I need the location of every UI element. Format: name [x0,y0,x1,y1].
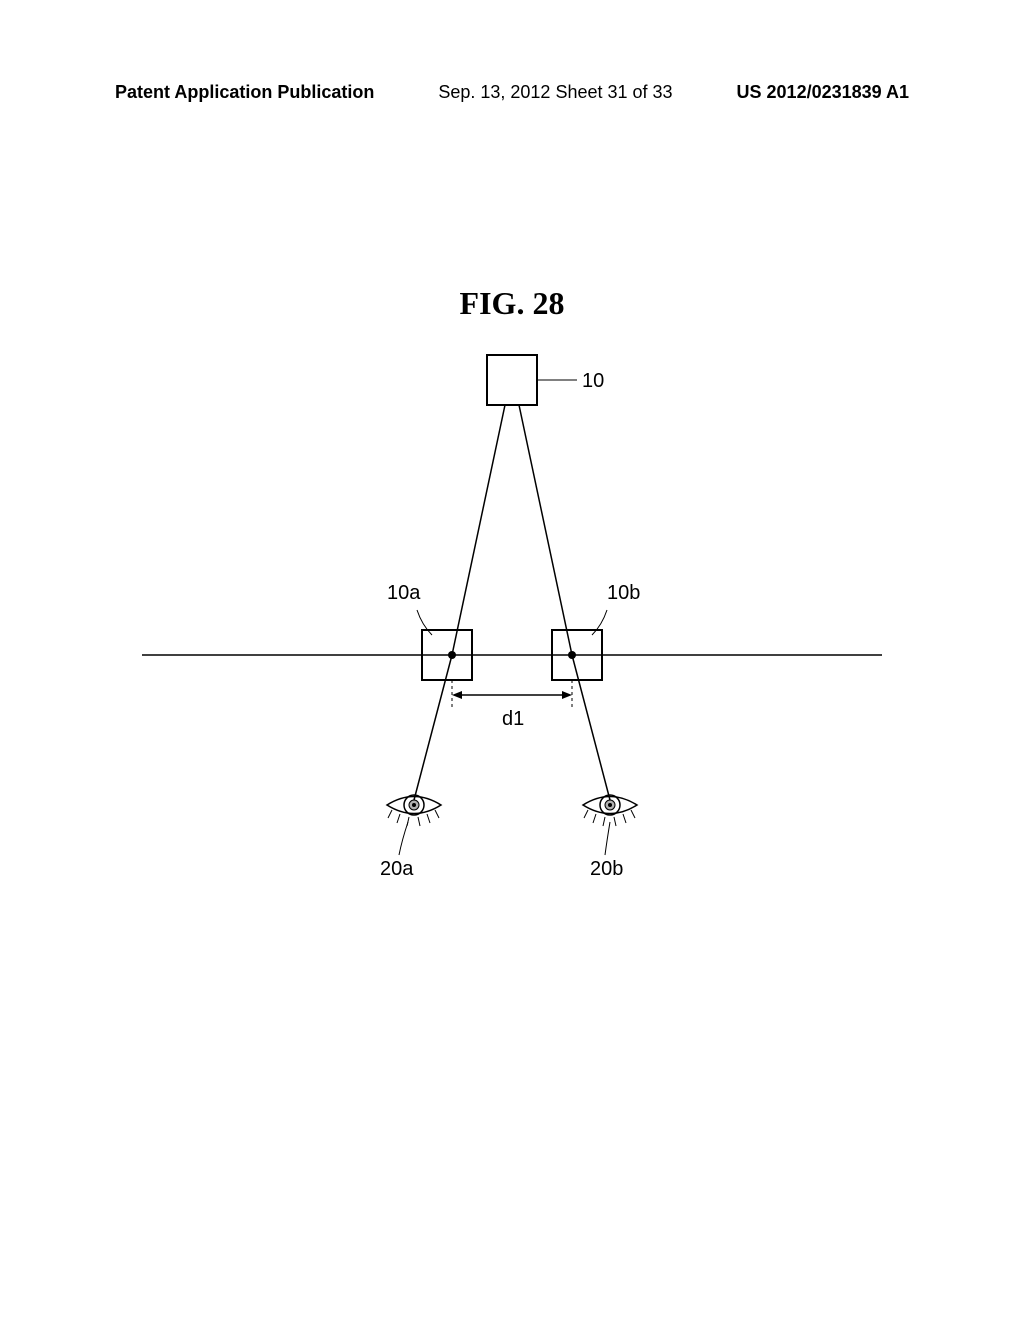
left-eye-icon [387,795,441,826]
right-eye-icon [583,795,637,826]
line-left-eye [414,655,452,800]
label-20b-leader [605,822,610,855]
line-top-right [519,405,572,655]
label-10a-leader [417,610,432,635]
label-20a: 20a [380,858,413,881]
page-header: Patent Application Publication Sep. 13, … [0,82,1024,103]
header-publication: Patent Application Publication [115,82,374,103]
label-10b-leader [592,610,607,635]
d1-arrow-right [562,691,572,699]
figure-title: FIG. 28 [460,285,565,322]
label-20b: 20b [590,858,623,881]
label-20a-leader [399,822,408,855]
label-10a: 10a [387,582,420,605]
line-right-eye [572,655,610,800]
label-10b: 10b [607,582,640,605]
label-10: 10 [582,370,604,393]
header-patent-number: US 2012/0231839 A1 [737,82,909,103]
top-box [487,355,537,405]
diagram-svg [112,330,912,930]
line-top-left [452,405,505,655]
header-date-sheet: Sep. 13, 2012 Sheet 31 of 33 [438,82,672,103]
label-d1: d1 [502,708,524,731]
d1-arrow-left [452,691,462,699]
diagram-container: 10 10a 10b d1 20a 20b [112,330,912,930]
